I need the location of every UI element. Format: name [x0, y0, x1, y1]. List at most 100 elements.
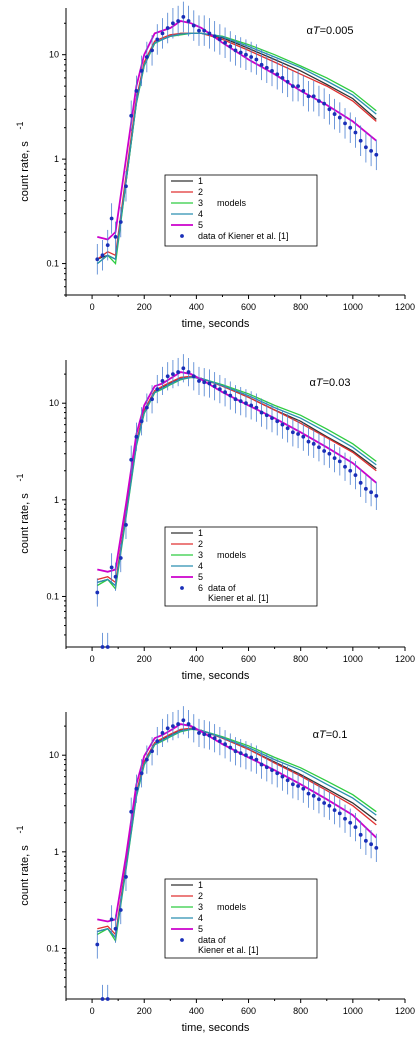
legend-data-marker	[180, 938, 184, 942]
annotation-text: αT=0.1	[313, 729, 348, 741]
data-point	[322, 449, 327, 453]
data-point	[95, 942, 100, 947]
data-point	[285, 79, 290, 84]
legend-entry: 4	[198, 561, 203, 571]
legend-data-label: data of	[208, 583, 236, 593]
data-point	[337, 115, 342, 120]
data-point	[327, 803, 332, 808]
annotation-var: T	[319, 729, 327, 741]
legend-entry: 2	[198, 891, 203, 901]
data-point	[100, 253, 105, 258]
data-point	[181, 718, 186, 723]
data-point	[186, 722, 191, 726]
data-point	[311, 441, 316, 446]
data-point	[207, 31, 212, 36]
data-point	[176, 370, 181, 374]
data-point	[134, 786, 139, 791]
legend-entry: 5	[198, 924, 203, 934]
data-point	[176, 19, 181, 23]
legend-entry: 3	[198, 902, 203, 912]
data-point	[358, 138, 363, 143]
y-tick-label: 0.1	[46, 259, 59, 269]
data-point	[165, 726, 170, 731]
data-point	[139, 68, 144, 73]
annotation-alpha: α	[310, 377, 317, 389]
data-point	[285, 426, 290, 431]
data-point	[134, 89, 139, 93]
data-point	[109, 216, 114, 221]
data-point	[290, 84, 295, 89]
annotation-value: =0.1	[326, 729, 348, 741]
data-point	[270, 768, 274, 773]
data-point	[249, 755, 254, 760]
data-point	[244, 753, 248, 758]
data-point	[118, 908, 123, 912]
data-point	[296, 84, 300, 89]
data-point	[124, 875, 128, 879]
data-point	[150, 48, 154, 53]
data-point	[212, 736, 217, 741]
data-point	[280, 422, 285, 427]
chart-panel-1: 0 200 400 600 800 1000 1200 0.1 1 10 time, seconds…	[0, 0, 420, 352]
data-point	[228, 44, 233, 49]
data-point	[217, 37, 222, 42]
data-point	[113, 574, 118, 579]
data-point	[144, 405, 149, 410]
data-point	[264, 765, 269, 770]
data-point	[249, 403, 254, 408]
chart-panel-3: 0 200 400 600 800 1000 1200 0.1 1 10 time, seconds…	[0, 704, 420, 1056]
x-tick-label: 200	[137, 302, 152, 312]
y-axis-label-superscript: -1	[15, 121, 25, 129]
data-point	[343, 121, 347, 126]
data-point	[353, 825, 358, 830]
legend-entry: 4	[198, 209, 203, 219]
data-point	[301, 89, 306, 93]
data-point	[113, 926, 118, 931]
annotation-var: T	[316, 377, 324, 389]
data-point	[217, 387, 222, 391]
chart-2: 0 200 400 600 800 1000 1200 0.1 1 10 time, seconds…	[15, 354, 415, 682]
x-tick-label: 0	[90, 654, 95, 664]
data-point	[105, 243, 110, 248]
data-point	[353, 130, 358, 135]
y-tick-label: 10	[49, 750, 59, 760]
series-line-5	[97, 20, 377, 241]
legend-models-label: models	[217, 902, 247, 912]
y-tick-label: 0.1	[46, 943, 59, 953]
data-point	[337, 459, 342, 464]
x-tick-label: 800	[293, 654, 308, 664]
legend-entry: 1	[198, 176, 203, 186]
data-point	[301, 434, 306, 439]
data-point	[369, 148, 373, 153]
data-point	[124, 523, 128, 527]
chart-3: 0 200 400 600 800 1000 1200 0.1 1 10 time, seconds…	[15, 706, 415, 1034]
data-point	[191, 726, 196, 731]
data-point	[259, 410, 264, 415]
legend-entry: 1	[198, 528, 203, 538]
legend-models-label: models	[217, 198, 247, 208]
legend-data-label: Kiener et al. [1]	[208, 593, 269, 603]
data-point	[332, 112, 337, 116]
data-point	[275, 72, 280, 77]
data-point	[212, 384, 217, 389]
data-point	[228, 745, 233, 750]
x-axis-label: time, seconds	[182, 670, 250, 682]
data-point	[191, 374, 196, 379]
annotation-value: =0.03	[323, 377, 351, 389]
annotation-text: αT=0.005	[306, 25, 353, 37]
legend-entry: 3	[198, 550, 203, 560]
data-point	[358, 832, 363, 837]
data-point	[254, 757, 259, 762]
data-point	[139, 419, 144, 424]
x-axis-label: time, seconds	[182, 318, 250, 330]
data-point	[348, 820, 353, 825]
data-point	[233, 397, 238, 402]
data-point	[363, 838, 368, 843]
y-axis-label-superscript: -1	[15, 825, 25, 833]
x-tick-label: 800	[293, 302, 308, 312]
y-tick-label: 10	[49, 50, 59, 60]
x-tick-label: 800	[293, 1006, 308, 1016]
data-point	[202, 732, 207, 737]
data-point	[186, 19, 191, 23]
chart-panel-2: 0 200 400 600 800 1000 1200 0.1 1 10 time, seconds…	[0, 352, 420, 704]
